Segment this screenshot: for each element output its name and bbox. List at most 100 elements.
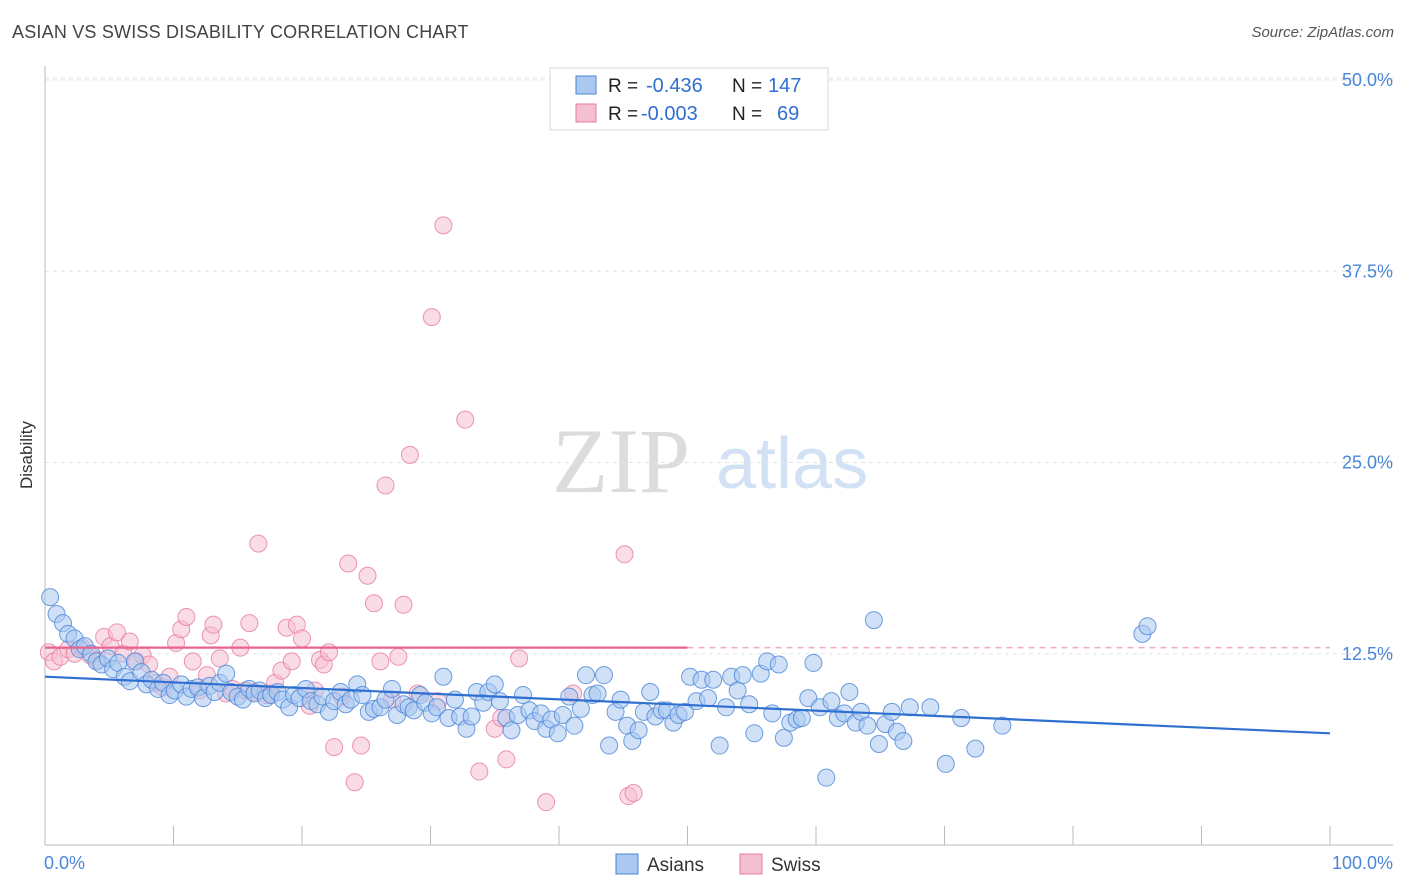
swiss-point — [422, 308, 441, 327]
legend-label-swiss: Swiss — [771, 855, 821, 876]
stats-r-swiss: -0.003 — [641, 103, 698, 125]
asian-point — [1138, 617, 1157, 636]
swiss-point — [325, 738, 344, 757]
swiss-point — [364, 594, 383, 613]
asian-point — [641, 683, 660, 701]
chart-title: ASIAN VS SWISS DISABILITY CORRELATION CH… — [12, 22, 469, 42]
y-tick-label: 37.5% — [1342, 261, 1393, 281]
asian-point — [490, 692, 509, 711]
swiss-point — [400, 445, 419, 464]
swiss-point — [510, 649, 529, 668]
swiss-point — [204, 615, 223, 634]
trend-lines — [44, 646, 1331, 735]
asian-point — [382, 679, 401, 698]
legend-label-asians: Asians — [647, 855, 704, 876]
asian-point — [728, 681, 747, 700]
stats-swatch-asians — [575, 75, 597, 95]
swiss-point — [240, 614, 259, 633]
swiss-point — [624, 783, 643, 802]
axes: 12.5% 25.0% 37.5% 50.0% 0.0% 100.0% — [44, 66, 1393, 873]
watermark: ZIP atlas — [552, 410, 868, 512]
asian-point — [858, 716, 877, 735]
swiss-point — [358, 566, 377, 585]
y-tick-label: 12.5% — [1342, 644, 1393, 664]
asian-point — [840, 683, 859, 701]
asian-point — [869, 735, 888, 754]
x-tick-label-max: 100.0% — [1332, 853, 1393, 873]
swiss-point — [470, 762, 489, 781]
swiss-point — [183, 652, 202, 671]
swiss-point — [434, 216, 453, 235]
asian-point — [733, 666, 752, 685]
y-tick-label: 25.0% — [1342, 453, 1393, 473]
asian-point — [993, 716, 1012, 735]
series-legend: Asians Swiss — [615, 853, 821, 876]
swiss-point — [319, 643, 338, 662]
swiss-point — [293, 629, 311, 648]
swiss-point — [339, 554, 358, 573]
swiss-point — [497, 750, 516, 769]
watermark-atlas: atlas — [716, 424, 868, 504]
swiss-point — [249, 534, 268, 553]
swiss-point — [177, 608, 196, 627]
swiss-point — [537, 793, 556, 812]
asian-point — [571, 699, 590, 718]
stats-r-label-asians: R = — [608, 76, 638, 97]
asian-point — [434, 667, 453, 686]
swiss-point — [107, 623, 126, 642]
asian-point — [502, 721, 521, 740]
asian-point — [217, 664, 236, 683]
asian-point — [740, 695, 759, 714]
stats-r-asians: -0.436 — [646, 75, 703, 97]
asian-point — [882, 702, 901, 721]
stats-swatch-swiss — [575, 103, 597, 123]
legend-swatch-swiss — [739, 853, 763, 875]
asians-trend-line — [44, 675, 1331, 735]
asian-point — [629, 721, 648, 740]
asian-point — [864, 611, 883, 630]
asian-point — [900, 698, 919, 717]
asian-point — [804, 653, 823, 672]
asian-point — [427, 698, 446, 717]
stats-n-asians: 147 — [768, 75, 801, 97]
asian-point — [553, 705, 572, 724]
swiss-point — [120, 632, 139, 651]
asian-point — [792, 709, 811, 728]
swiss-point — [615, 545, 634, 564]
chart-source: Source: ZipAtlas.com — [1251, 24, 1394, 41]
asian-point — [817, 768, 836, 787]
legend-swatch-asians — [615, 853, 639, 875]
asian-point — [485, 675, 504, 694]
asian-point — [769, 655, 788, 674]
asian-point — [588, 684, 607, 703]
asian-point — [704, 670, 723, 689]
asian-point — [594, 666, 613, 685]
asian-point — [353, 686, 372, 705]
asian-point — [611, 690, 630, 709]
swiss-point — [456, 410, 475, 429]
swiss-point — [376, 476, 395, 495]
asian-point — [936, 754, 955, 773]
watermark-zip: ZIP — [552, 410, 690, 512]
stats-n-swiss: 69 — [777, 103, 799, 125]
asian-point — [462, 707, 481, 726]
swiss-point — [282, 652, 301, 671]
stats-n-label-swiss: N = — [732, 104, 762, 125]
asian-point — [921, 698, 940, 717]
asian-point — [966, 739, 985, 758]
swiss-point — [345, 773, 364, 792]
swiss-point — [394, 595, 413, 614]
asian-point — [600, 736, 619, 755]
asian-point — [576, 666, 595, 685]
asian-point — [675, 702, 694, 721]
stats-legend: R = -0.436 N = 147 R = -0.003 N = 69 — [549, 67, 829, 131]
stats-r-label-swiss: R = — [608, 104, 638, 125]
asian-point — [710, 736, 729, 755]
asian-point — [41, 588, 60, 607]
stats-n-label-asians: N = — [732, 76, 762, 97]
x-tick-label-min: 0.0% — [44, 853, 85, 873]
swiss-point — [210, 649, 229, 668]
asian-point — [699, 689, 718, 708]
asian-point — [894, 731, 913, 750]
